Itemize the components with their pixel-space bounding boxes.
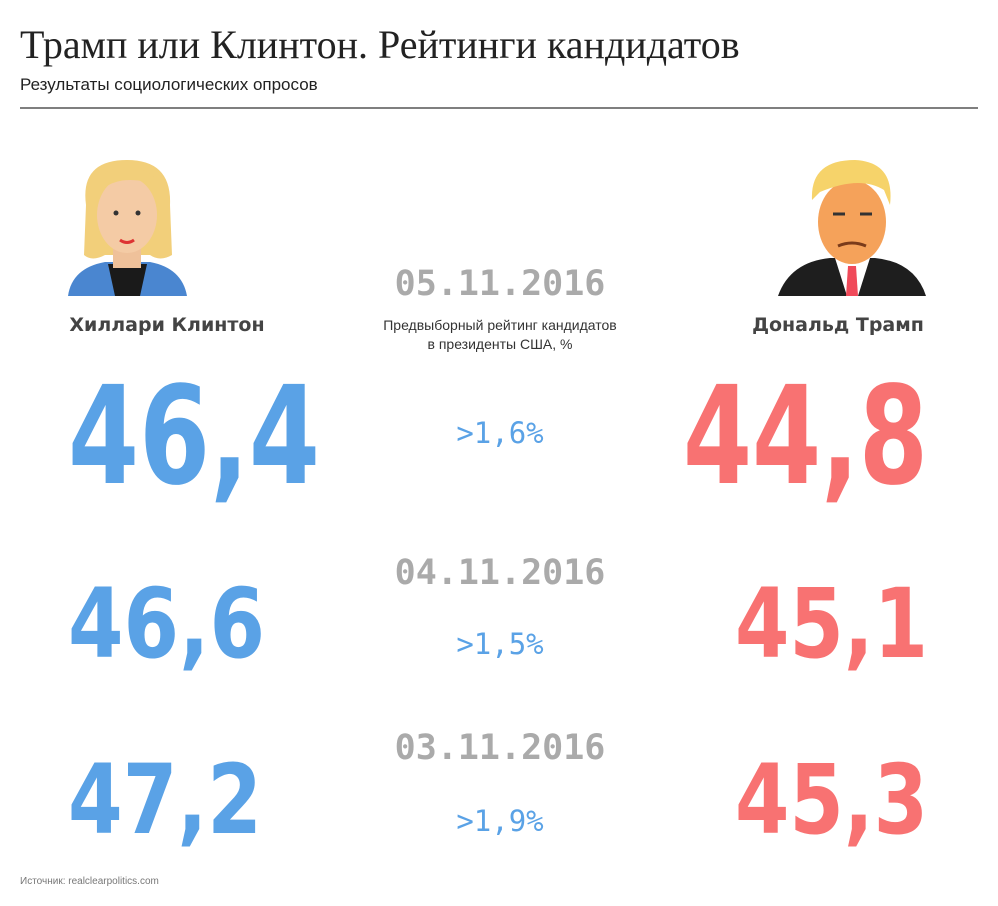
- poll-date: 03.11.2016: [395, 728, 606, 768]
- lead-margin: >1,6%: [456, 416, 543, 450]
- candidate-name: Хиллари Клинтон: [69, 314, 264, 336]
- poll-date: 04.11.2016: [395, 553, 606, 593]
- clinton-portrait: [68, 160, 187, 296]
- source: Источник: realclearpolitics.com: [20, 876, 159, 887]
- candidate-name: Дональд Трамп: [752, 314, 924, 336]
- description: в президенты США, %: [428, 336, 573, 352]
- clinton-rating: 47,2: [68, 744, 262, 856]
- trump-rating: 45,3: [735, 744, 928, 856]
- lead-margin: >1,9%: [456, 804, 543, 838]
- poll-date: 05.11.2016: [395, 264, 606, 304]
- clinton-rating: 46,4: [68, 358, 320, 516]
- trump-rating: 45,1: [735, 568, 928, 680]
- title: Трамп или Клинтон. Рейтинги кандидатов: [20, 22, 740, 67]
- trump-rating: 44,8: [683, 358, 928, 516]
- description: Предвыборный рейтинг кандидатов: [383, 317, 617, 333]
- clinton-rating: 46,6: [68, 568, 265, 680]
- trump-portrait: [778, 160, 926, 296]
- subtitle: Результаты социологических опросов: [20, 75, 318, 94]
- lead-margin: >1,5%: [456, 627, 543, 661]
